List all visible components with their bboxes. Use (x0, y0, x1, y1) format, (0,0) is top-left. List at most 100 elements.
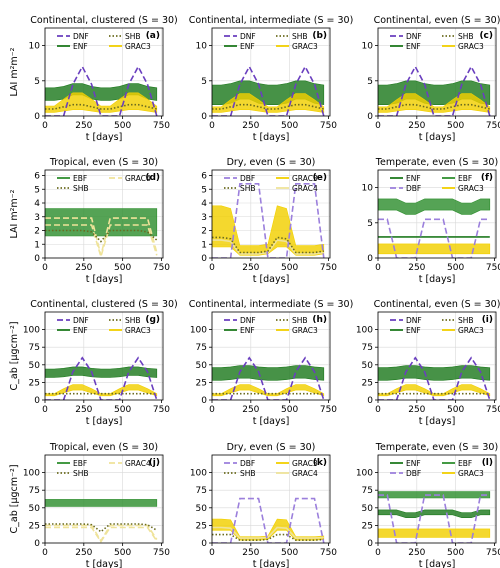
x-tick-label: 500 (447, 263, 464, 273)
panel-label: (c) (479, 31, 493, 41)
panel-e: Dry, even (S = 30) 0 250 500 750 0 1 2 3 4 5 6 t [da… (201, 157, 337, 285)
legend: DNF SHB ENF GRAC3 (224, 316, 318, 335)
legend-label: GRAC4 (292, 469, 318, 478)
y-tick-label: 100 (23, 469, 40, 479)
series-line-grac4 (45, 217, 158, 256)
panel-label: (l) (482, 458, 493, 468)
panel-title: Dry, even (S = 30) (227, 442, 316, 453)
panel-title: Dry, even (S = 30) (227, 157, 316, 168)
plot-area (378, 356, 491, 400)
legend-label: SHB (292, 316, 308, 325)
legend-label: GRAC3 (458, 42, 484, 51)
series-band-ebf (45, 208, 158, 237)
y-tick-label: 50 (362, 504, 374, 514)
legend-label: ENF (406, 174, 421, 183)
panel-c: Continental, even (S = 30) 0 250 500 750 0 5 10… (362, 15, 500, 143)
x-tick-label: 750 (486, 548, 500, 558)
x-axis-label: t [days] (419, 559, 456, 568)
x-axis-label: t [days] (419, 416, 456, 427)
legend-label: EBF (73, 174, 87, 183)
legend-label: DNF (73, 32, 89, 41)
legend-label: SHB (458, 32, 474, 41)
plot-area (378, 64, 491, 116)
legend-label: DNF (240, 316, 256, 325)
x-tick-label: 0 (375, 263, 381, 273)
series-line-shb (212, 103, 324, 110)
panel-label: (b) (312, 31, 327, 41)
panel-label: (i) (482, 315, 493, 325)
panel-title: Temperate, even (S = 30) (375, 442, 498, 453)
series-band-enf (45, 366, 158, 378)
x-tick-label: 0 (209, 263, 215, 273)
series-line-shb (45, 523, 158, 533)
legend: DNF SHB ENF GRAC3 (57, 316, 151, 335)
legend: DBF GRAC3 SHB GRAC4 (224, 174, 318, 193)
legend-label: SHB (125, 316, 141, 325)
legend: ENF EBF DBF GRAC3 (390, 459, 484, 478)
x-axis-label: t [days] (86, 416, 123, 427)
series-band-grac3 (45, 384, 158, 397)
series-line-dnf (212, 356, 325, 400)
panel-title: Tropical, even (S = 30) (49, 442, 158, 453)
x-tick-label: 250 (408, 263, 425, 273)
x-tick-label: 500 (447, 548, 464, 558)
x-tick-label: 750 (320, 405, 337, 415)
legend-label: DNF (406, 32, 422, 41)
series-line-grac4 (45, 526, 158, 543)
axes-frame (211, 27, 331, 117)
series-band-grac3 (378, 93, 491, 113)
plot-area (212, 64, 325, 116)
y-tick-label: 10 (196, 42, 208, 52)
y-tick-label: 4 (201, 199, 207, 209)
x-tick-label: 250 (75, 405, 92, 415)
axes-frame (377, 27, 497, 117)
x-tick-label: 0 (209, 121, 215, 131)
panel-a: Continental, clustered (S = 30) 0 250 500 75… (9, 15, 178, 143)
y-tick-label: 75 (29, 486, 40, 496)
x-tick-label: 750 (320, 121, 337, 131)
legend-label: ENF (406, 459, 421, 468)
panel-label: (h) (312, 315, 327, 325)
legend: DNF SHB ENF GRAC3 (224, 32, 318, 51)
x-tick-label: 750 (320, 548, 337, 558)
y-tick-label: 25 (362, 521, 373, 531)
series-line-dbf (212, 183, 325, 258)
x-axis-label: t [days] (419, 132, 456, 143)
y-tick-label: 4 (34, 199, 40, 209)
plot-area (45, 64, 158, 116)
series-band-grac3 (45, 92, 158, 113)
y-tick-label: 25 (29, 378, 40, 388)
legend-label: GRAC3 (458, 469, 484, 478)
x-axis-label: t [days] (253, 416, 290, 427)
legend-label: GRAC3 (292, 42, 318, 51)
series-band-ebf (378, 491, 491, 499)
y-tick-label: 0 (34, 539, 40, 549)
x-tick-label: 500 (447, 121, 464, 131)
y-axis-label: LAI m²m⁻² (9, 189, 20, 238)
x-axis-label: t [days] (86, 559, 123, 568)
x-tick-label: 500 (281, 405, 298, 415)
y-tick-label: 10 (362, 184, 374, 194)
x-axis-label: t [days] (253, 132, 290, 143)
series-line-dbf (212, 497, 325, 543)
y-tick-label: 2 (201, 227, 207, 237)
x-tick-label: 500 (114, 121, 131, 131)
x-tick-label: 0 (375, 405, 381, 415)
plot-area (212, 183, 325, 258)
x-tick-label: 0 (42, 548, 48, 558)
y-tick-label: 1 (201, 240, 207, 250)
x-tick-label: 500 (114, 548, 131, 558)
y-tick-label: 10 (362, 42, 374, 52)
panel-label: (k) (313, 458, 327, 468)
y-tick-label: 75 (362, 486, 373, 496)
y-tick-label: 0 (201, 254, 207, 264)
panel-label: (f) (481, 173, 493, 183)
y-tick-label: 25 (362, 378, 373, 388)
x-tick-label: 750 (486, 263, 500, 273)
legend-label: SHB (125, 32, 141, 41)
y-tick-label: 25 (196, 378, 207, 388)
legend: EBF GRAC4 SHB (57, 459, 151, 478)
x-tick-label: 750 (486, 121, 500, 131)
y-tick-label: 1 (34, 240, 40, 250)
